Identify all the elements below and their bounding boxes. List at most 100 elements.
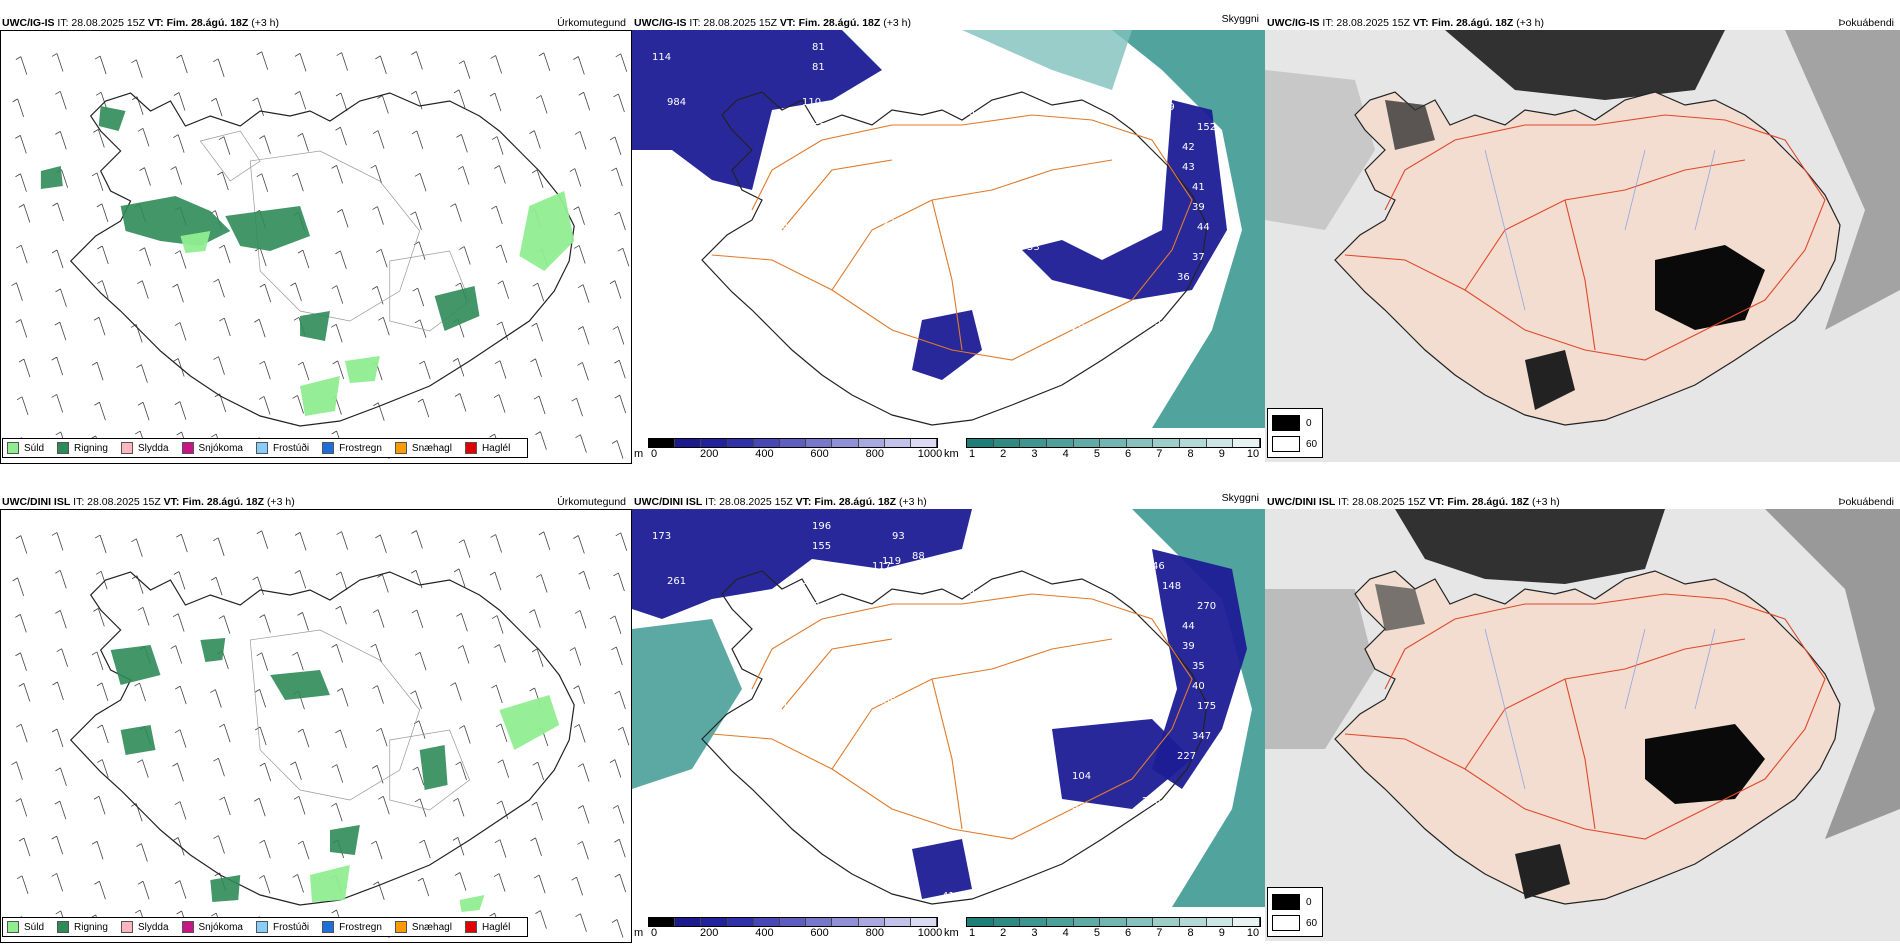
colorbar-tick-label: 5 [1093,927,1100,939]
colorbar-swatch [1046,918,1074,926]
wind-barb [174,801,187,820]
wind-barb [531,801,543,821]
fog-road-network [1344,593,1826,840]
wind-barb [97,724,109,744]
visibility-value-label: 270 [1197,601,1216,612]
fog-map[interactable] [1265,30,1900,462]
wind-barb [212,58,225,77]
wind-barb [609,615,622,635]
wind-barb [55,610,67,629]
visibility-value-label: 173 [652,531,671,542]
wind-barb [134,682,146,702]
wind-barb [96,682,109,701]
visibility-map[interactable]: 173 261 196 155 122 93 88 92 90 117 119 92 160 205 120… [632,509,1265,907]
wind-barb [91,361,104,381]
wind-barb [494,839,507,858]
product-type: Skyggni [1221,14,1259,25]
ceiling-unit: m [634,448,644,460]
wind-barb [609,280,622,299]
legend-item-snow: Snjókoma [181,921,243,933]
wind-barb [411,51,423,70]
legend-label: Snæhagl [411,921,452,933]
colorbar-swatch [753,439,780,447]
wind-barb [375,55,387,74]
fog-map[interactable] [1265,509,1900,941]
wind-barb [254,689,267,708]
fog-index-legend: 0 60 [1267,887,1323,937]
wind-barb [538,52,551,72]
valid-time: VT: Fim. 28.ágú. 18Z [779,17,881,29]
wind-barb [375,248,388,268]
wind-barb [15,319,28,338]
wind-barb [573,724,586,743]
visibility-value-label: 29 [1072,322,1085,333]
precip-type-legend: Súld Rigning Slydda Snjókoma Frostúði Fr… [2,917,529,937]
legend-item-hail: Haglél [464,921,510,933]
colorbar-swatch [1180,918,1207,926]
colorbar-swatch [1153,918,1181,926]
wind-barb [173,571,186,590]
wind-barb [51,356,64,376]
wind-barb [535,910,547,929]
colorbar-tick-label: 4 [1062,448,1069,460]
iceland-land [1334,570,1841,905]
wind-barb [573,535,585,554]
wind-barb [210,689,222,708]
visibility-value-label: 120 [882,77,901,88]
visibility-value-label: 63 [1017,771,1030,782]
precip-type-legend: Súld Rigning Slydda Snjókoma Frostúði Fr… [2,438,529,458]
wind-barb [259,283,272,303]
lead-time: (+3 h) [898,496,927,508]
wind-barb [93,129,105,148]
wind-barb [15,798,28,817]
legend-swatch [322,921,335,933]
wind-barb [297,728,310,748]
wind-barb [411,530,423,549]
wind-barb [259,762,272,782]
precip-map[interactable] [0,509,632,943]
wind-barb [176,54,188,74]
wind-barb [51,728,64,748]
wind-barb [614,873,627,893]
wind-barb [372,685,384,704]
wind-barb [218,615,231,634]
wind-barb [459,725,471,744]
colorbar-tick-label: 6 [1125,927,1132,939]
colorbar-swatch [1206,918,1234,926]
wind-barb [294,570,307,589]
colorbar-swatch [806,918,833,926]
colorbar-swatch [675,439,702,447]
colorbar-tick-label: 1000 [917,927,943,939]
colorbar-tick-label: 400 [755,448,774,460]
wind-barb [378,795,390,815]
wind-barb [297,361,310,381]
visibility-value-label: 92 [807,601,820,612]
wind-barb [174,401,187,420]
precip-map[interactable] [0,30,632,464]
wind-barb [137,606,150,626]
wind-barb [332,360,345,379]
wind-barb [615,53,628,72]
legend-item-snow-pellets: Snæhagl [394,921,452,933]
wind-barb [453,568,466,588]
wind-barb [575,434,587,453]
wind-barb [494,360,507,379]
wind-barb [454,872,467,891]
visibility-value-label: 48 [982,362,995,373]
visibility-value-label: 84 [942,82,955,93]
wind-barb [292,395,304,414]
wind-barb [335,729,347,749]
visibility-value-label: 90 [962,586,975,597]
visibility-map[interactable]: 114 984 81 81 110 104 88 84 96 117 120 157 40 921 53 59… [632,30,1265,428]
colorbar-tick-label: 800 [865,927,884,939]
wind-barb [292,874,304,893]
wind-barb [210,97,223,117]
wind-barb [613,93,625,113]
visibility-value-label: 30 [1072,292,1085,303]
wind-barb [489,92,502,112]
legend-item-drizzle: Súld [7,921,44,933]
wind-barb [489,571,502,591]
wind-barb [569,168,582,187]
legend-swatch [120,442,133,454]
legend-swatch [57,442,70,454]
